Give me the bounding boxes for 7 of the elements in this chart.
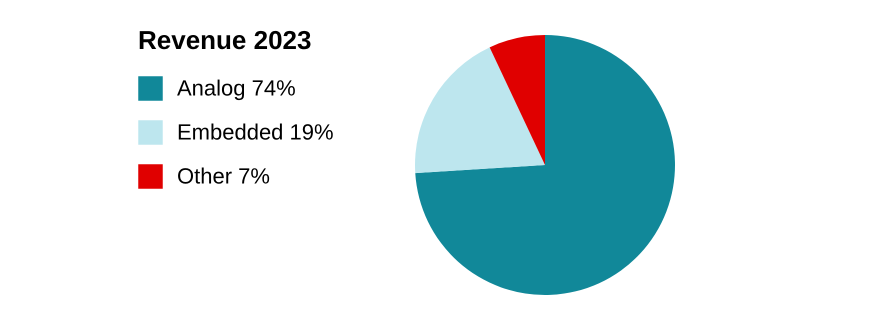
legend-label: Embedded 19% — [177, 120, 334, 144]
legend-label: Analog 74% — [177, 76, 296, 100]
pie-slice — [415, 35, 675, 295]
pie-slice — [490, 35, 545, 165]
pie-slice — [415, 47, 545, 174]
legend-title: Revenue 2023 — [138, 25, 312, 55]
legend-label: Other 7% — [177, 164, 270, 188]
